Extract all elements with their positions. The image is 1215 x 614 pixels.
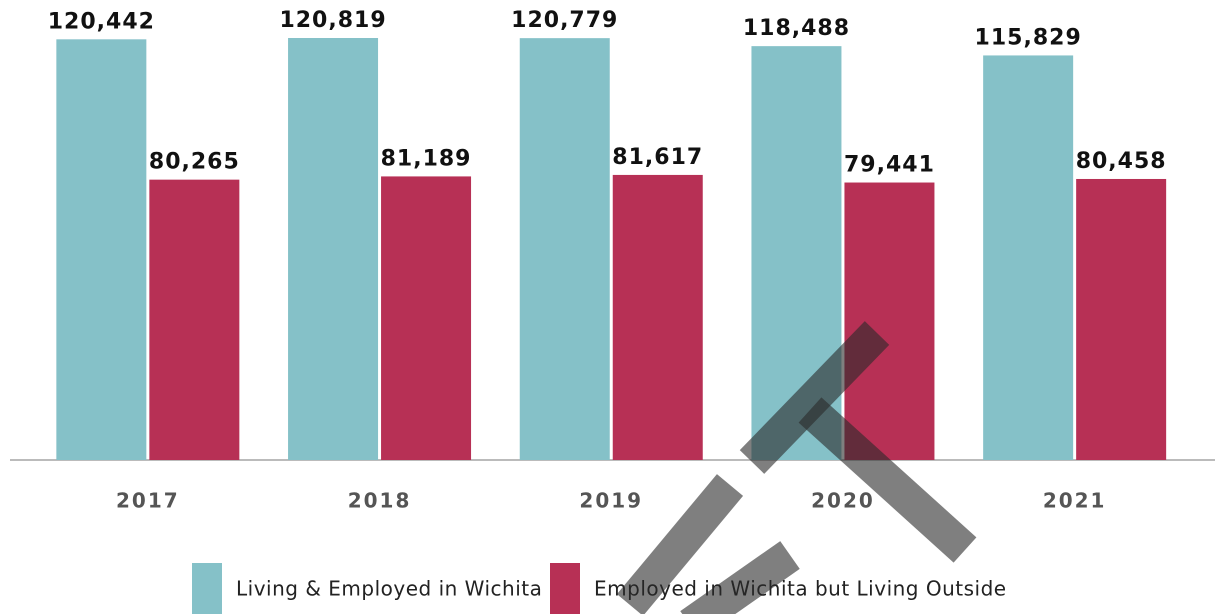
value-label: 118,488 (743, 16, 850, 41)
value-label: 79,441 (844, 153, 935, 178)
x-tick-label: 2018 (348, 489, 412, 513)
value-label: 81,617 (612, 145, 703, 170)
bar (844, 182, 935, 460)
bar (1076, 178, 1167, 460)
bar (288, 38, 379, 460)
bar (519, 38, 610, 461)
watermark (616, 321, 977, 614)
watermark-stroke (739, 321, 890, 474)
bar (381, 176, 472, 460)
bar (983, 55, 1074, 461)
watermark-stroke (680, 541, 800, 614)
x-tick-label: 2019 (579, 489, 643, 513)
watermark-stroke (798, 397, 977, 563)
value-label: 80,265 (149, 150, 240, 175)
x-tick-label: 2020 (811, 489, 875, 513)
x-tick-label: 2017 (116, 489, 180, 513)
value-label: 120,779 (511, 8, 618, 33)
legend-swatch (192, 563, 222, 614)
value-label: 120,819 (279, 8, 386, 33)
value-label: 80,458 (1076, 149, 1167, 174)
value-label: 120,442 (48, 9, 155, 34)
x-tick-label: 2021 (1043, 489, 1107, 513)
legend-swatch (550, 563, 580, 614)
bar (612, 174, 703, 460)
bar (149, 179, 240, 461)
watermark-stroke (616, 474, 744, 614)
value-label: 81,189 (381, 146, 472, 171)
legend-label: Living & Employed in Wichita (236, 577, 542, 601)
value-label: 115,829 (975, 25, 1082, 50)
bar (56, 39, 147, 460)
